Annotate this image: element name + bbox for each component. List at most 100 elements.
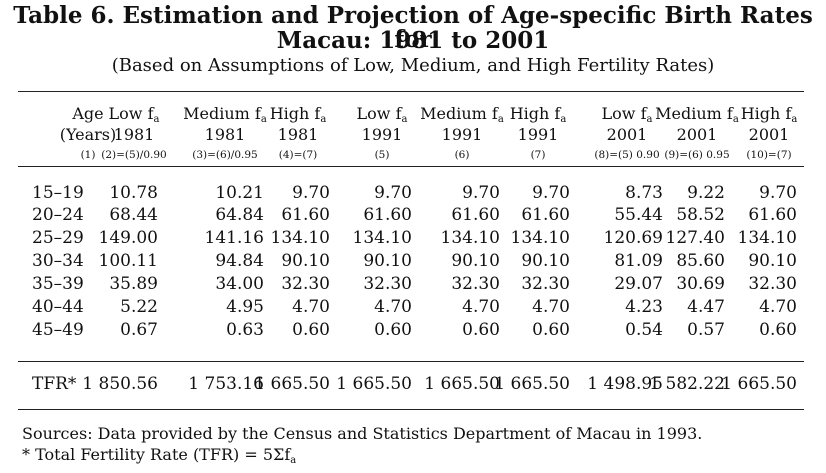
sources-note: Sources: Data provided by the Census and…	[22, 424, 703, 443]
column-header-line2: 1991	[361, 125, 403, 144]
column-header-line2: 1991	[517, 125, 559, 144]
table-cell-value: 30.69	[676, 274, 725, 294]
tfr-value: 1 665.50	[721, 374, 797, 394]
table-cell-value: 0.63	[226, 320, 264, 340]
column-header-label: Medium f	[655, 104, 733, 123]
column-header-label: Low f	[108, 104, 154, 123]
column-header-subscript: a	[732, 114, 739, 125]
table-cell-value: 90.10	[451, 251, 500, 271]
column-code: (6)	[454, 149, 470, 161]
table-cell-value: 9.22	[687, 183, 725, 203]
row-age-group: 20–24	[32, 205, 84, 225]
column-header-line1: Low fa	[327, 104, 437, 130]
table-cell-value: 5.22	[120, 297, 158, 317]
table-subtitle: (Based on Assumptions of Low, Medium, an…	[111, 55, 715, 76]
table-cell-value: 4.70	[532, 297, 570, 317]
column-code: (2)=(5)/0.90	[101, 149, 167, 161]
row-age-group: 40–44	[32, 297, 84, 317]
column-header-line1: Low fa	[572, 104, 682, 130]
column-code: (10)=(7)	[746, 149, 792, 161]
table-cell-value: 90.10	[363, 251, 412, 271]
column-header-line1: Medium fa	[642, 104, 752, 130]
table-cell-value: 64.84	[215, 205, 264, 225]
tfr-footnote: * Total Fertility Rate (TFR) = 5Σfa	[22, 445, 296, 471]
tfr-value: 1 665.50	[254, 374, 330, 394]
table-cell-value: 9.70	[759, 183, 797, 203]
top-rule	[18, 91, 804, 92]
tfr-label: TFR*	[32, 374, 77, 394]
column-header-line2: 2001	[606, 125, 648, 144]
column-header-line1: Medium fa	[407, 104, 517, 130]
row-age-group: 15–19	[32, 183, 84, 203]
column-header-subscript: a	[791, 114, 798, 125]
tfr-value: 1 665.50	[336, 374, 412, 394]
tfr-value: 1 850.56	[82, 374, 158, 394]
table-cell-value: 100.11	[98, 251, 158, 271]
column-header-subscript: a	[560, 114, 567, 125]
row-age-group: 35–39	[32, 274, 84, 294]
table-cell-value: 68.44	[109, 205, 158, 225]
table-cell-value: 134.10	[270, 228, 330, 248]
table-cell-value: 32.30	[281, 274, 330, 294]
table-cell-value: 0.60	[374, 320, 412, 340]
table-cell-value: 61.60	[521, 205, 570, 225]
column-header-line1: High fa	[243, 104, 353, 130]
column-header-label: High f	[740, 104, 792, 123]
table-cell-value: 127.40	[665, 228, 725, 248]
column-header-label: High f	[509, 104, 561, 123]
table-cell-value: 0.67	[120, 320, 158, 340]
tfr-value: 1 753.16	[188, 374, 264, 394]
table-cell-value: 0.60	[462, 320, 500, 340]
table-cell-value: 0.60	[759, 320, 797, 340]
table-cell-value: 29.07	[614, 274, 663, 294]
column-header-subscript: a	[153, 114, 160, 125]
table-cell-value: 58.52	[676, 205, 725, 225]
tfr-value: 1 665.50	[424, 374, 500, 394]
table-cell-value: 4.23	[625, 297, 663, 317]
table-cell-value: 32.30	[748, 274, 797, 294]
column-header-line1: Medium fa	[170, 104, 280, 130]
table-cell-value: 85.60	[676, 251, 725, 271]
row-age-group: 25–29	[32, 228, 84, 248]
table-cell-value: 0.57	[687, 320, 725, 340]
column-code: (7)	[530, 149, 546, 161]
column-header-label: Low f	[356, 104, 402, 123]
table-title-line-1: Table 6. Estimation and Projection of Ag…	[13, 2, 813, 53]
column-code: (9)=(6) 0.95	[664, 149, 730, 161]
table-cell-value: 134.10	[737, 228, 797, 248]
table-cell-value: 34.00	[215, 274, 264, 294]
table-cell-value: 4.70	[374, 297, 412, 317]
column-code: (3)=(6)/0.95	[192, 149, 258, 161]
column-header-line1: Age	[33, 104, 143, 124]
table-cell-value: 9.70	[374, 183, 412, 203]
table-cell-value: 90.10	[748, 251, 797, 271]
table-title-line-2: Macau: 1981 to 2001	[276, 27, 550, 54]
table-cell-value: 32.30	[451, 274, 500, 294]
column-header-line2: (Years)	[59, 125, 117, 144]
table-cell-value: 4.70	[759, 297, 797, 317]
table-cell-value: 134.10	[352, 228, 412, 248]
table-cell-value: 0.54	[625, 320, 663, 340]
table-cell-value: 61.60	[363, 205, 412, 225]
table-cell-value: 35.89	[109, 274, 158, 294]
table-cell-value: 90.10	[521, 251, 570, 271]
table-cell-value: 10.78	[109, 183, 158, 203]
column-header-line1: High fa	[714, 104, 824, 130]
tfr-rule	[18, 361, 804, 362]
column-header-line2: 1991	[441, 125, 483, 144]
column-code: (4)=(7)	[278, 149, 318, 161]
column-header-line2: 2001	[676, 125, 718, 144]
column-header-subscript: a	[401, 114, 408, 125]
table-cell-value: 61.60	[748, 205, 797, 225]
column-header-line2: 1981	[204, 125, 246, 144]
column-header-label: Medium f	[420, 104, 498, 123]
column-header-subscript: a	[646, 114, 653, 125]
table-cell-value: 81.09	[614, 251, 663, 271]
row-age-group: 45–49	[32, 320, 84, 340]
row-age-group: 30–34	[32, 251, 84, 271]
table-cell-value: 4.95	[226, 297, 264, 317]
table-cell-value: 61.60	[281, 205, 330, 225]
column-header-label: Low f	[601, 104, 647, 123]
column-code: (5)	[374, 149, 390, 161]
column-header-line1: High fa	[483, 104, 593, 130]
